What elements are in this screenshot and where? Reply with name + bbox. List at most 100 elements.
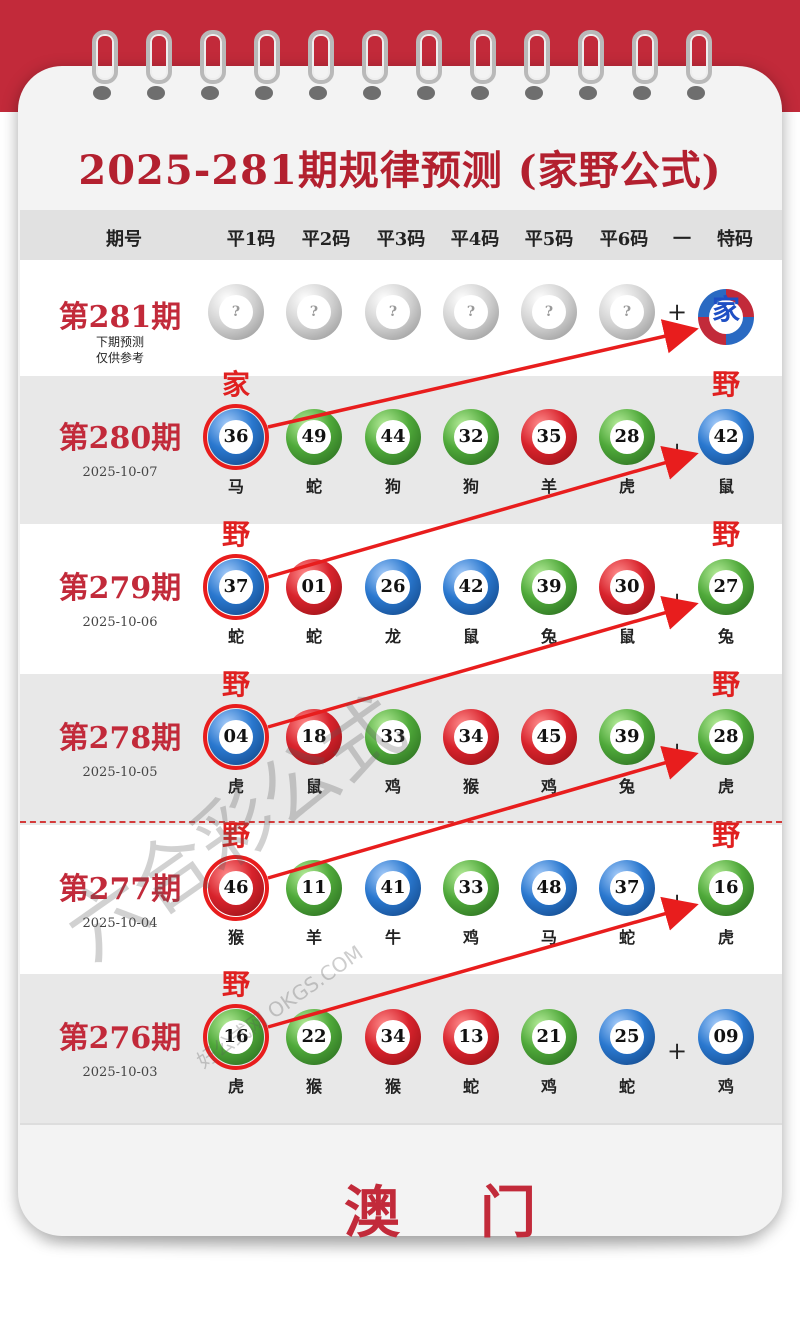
zodiac-label: 虎 (227, 777, 245, 796)
plus-sign: + (666, 737, 688, 765)
plus-sign: + (666, 1037, 688, 1065)
number-ball: 48 (521, 860, 577, 916)
placeholder-ball: ? (521, 284, 577, 340)
binder-ring-hole (417, 86, 435, 100)
period-label: 第276期 (58, 1021, 182, 1056)
pattern-tag: 野 (221, 668, 251, 701)
ball-number: 11 (297, 871, 331, 905)
binder-ring (468, 30, 496, 102)
zodiac-label: 鸡 (462, 928, 480, 947)
zodiac-label: 兔 (618, 777, 636, 796)
binder-ring-hole (201, 86, 219, 100)
ball-number: 42 (709, 420, 743, 454)
plus-sign: + (666, 437, 688, 465)
ball-number: 34 (376, 1020, 410, 1054)
ball-number: 45 (532, 720, 566, 754)
number-ball: 32 (443, 409, 499, 465)
pattern-tag: 野 (221, 518, 251, 551)
zodiac-label: 蛇 (305, 627, 323, 646)
ball-number: ? (376, 295, 410, 329)
zodiac-label: 羊 (540, 477, 558, 496)
ball-number: 01 (297, 570, 331, 604)
zodiac-label: 蛇 (227, 627, 245, 646)
zodiac-label: 鼠 (462, 627, 480, 646)
placeholder-ball: ? (599, 284, 655, 340)
zodiac-label: 牛 (384, 928, 402, 947)
number-ball: 22 (286, 1009, 342, 1065)
header-ball-4: 平4码 (450, 229, 500, 250)
ball-number: 48 (532, 871, 566, 905)
period-label: 第278期 (58, 721, 182, 756)
page-title: 2025-281期规律预测 (家野公式) (78, 147, 722, 194)
draw-date: 2025-10-07 (82, 465, 158, 480)
binder-ring (90, 30, 118, 102)
zodiac-label: 鸡 (540, 777, 558, 796)
header-ball-6: 平6码 (599, 229, 649, 250)
zodiac-label: 狗 (384, 477, 402, 496)
number-ball: 44 (365, 409, 421, 465)
ball-number: 13 (454, 1020, 488, 1054)
binder-ring (306, 30, 334, 102)
binder-ring-loop (524, 30, 550, 84)
binder-ring-hole (579, 86, 597, 100)
placeholder-ball: ? (365, 284, 421, 340)
special-tag: 野 (711, 668, 741, 701)
header-divider: 一 (673, 229, 691, 250)
period-label: 第277期 (58, 872, 182, 907)
header-ball-5: 平5码 (524, 229, 574, 250)
binder-ring-loop (254, 30, 280, 84)
ball-number: ? (454, 295, 488, 329)
special-ball: ? (698, 289, 754, 345)
ball-number: 42 (454, 570, 488, 604)
header-special: 特码 (717, 229, 753, 250)
table-header: 期号 平1码 平2码 平3码 平4码 平5码 平6码 一 特码 (20, 210, 782, 260)
period-label: 第281期 (58, 300, 182, 335)
zodiac-label: 兔 (540, 627, 558, 646)
number-ball: 39 (521, 559, 577, 615)
ball-number: ? (709, 300, 743, 334)
header-ball-1: 平1码 (226, 229, 276, 250)
special-ball: 16 (698, 860, 754, 916)
highlight-circle (203, 704, 269, 770)
header-ball-3: 平3码 (376, 229, 426, 250)
binder-ring (252, 30, 280, 102)
zodiac-label: 狗 (462, 477, 480, 496)
number-ball: 39 (599, 709, 655, 765)
binder-ring-loop (578, 30, 604, 84)
binder-ring-loop (308, 30, 334, 84)
zodiac-label: 鸡 (717, 1077, 735, 1096)
plus-sign: + (666, 298, 688, 326)
binder-ring (144, 30, 172, 102)
binder-ring-hole (471, 86, 489, 100)
binder-ring-hole (363, 86, 381, 100)
ball-number: 09 (709, 1020, 743, 1054)
ball-number: 30 (610, 570, 644, 604)
number-ball: 21 (521, 1009, 577, 1065)
number-ball: 42 (443, 559, 499, 615)
zodiac-label: 猴 (305, 1077, 323, 1096)
plus-sign: + (666, 587, 688, 615)
zodiac-label: 鸡 (540, 1077, 558, 1096)
ball-number: ? (532, 295, 566, 329)
prediction-note: 下期预测 (95, 335, 144, 349)
pattern-tag: 野 (221, 819, 251, 852)
number-ball: 34 (443, 709, 499, 765)
binder-ring (630, 30, 658, 102)
zodiac-label: 猴 (462, 777, 480, 796)
number-ball: 11 (286, 860, 342, 916)
pattern-tag: 野 (221, 968, 251, 1001)
ball-number: 44 (376, 420, 410, 454)
number-ball: 01 (286, 559, 342, 615)
zodiac-label: 龙 (384, 627, 402, 646)
zodiac-label: 羊 (305, 928, 323, 947)
number-ball: 25 (599, 1009, 655, 1065)
period-label: 第280期 (58, 421, 182, 456)
number-ball: 37 (599, 860, 655, 916)
number-ball: 33 (443, 860, 499, 916)
number-ball: 28 (599, 409, 655, 465)
ball-number: ? (610, 295, 644, 329)
ball-number: 39 (610, 720, 644, 754)
draw-date: 2025-10-03 (82, 1065, 158, 1080)
header-period: 期号 (106, 229, 142, 250)
number-ball: 35 (521, 409, 577, 465)
